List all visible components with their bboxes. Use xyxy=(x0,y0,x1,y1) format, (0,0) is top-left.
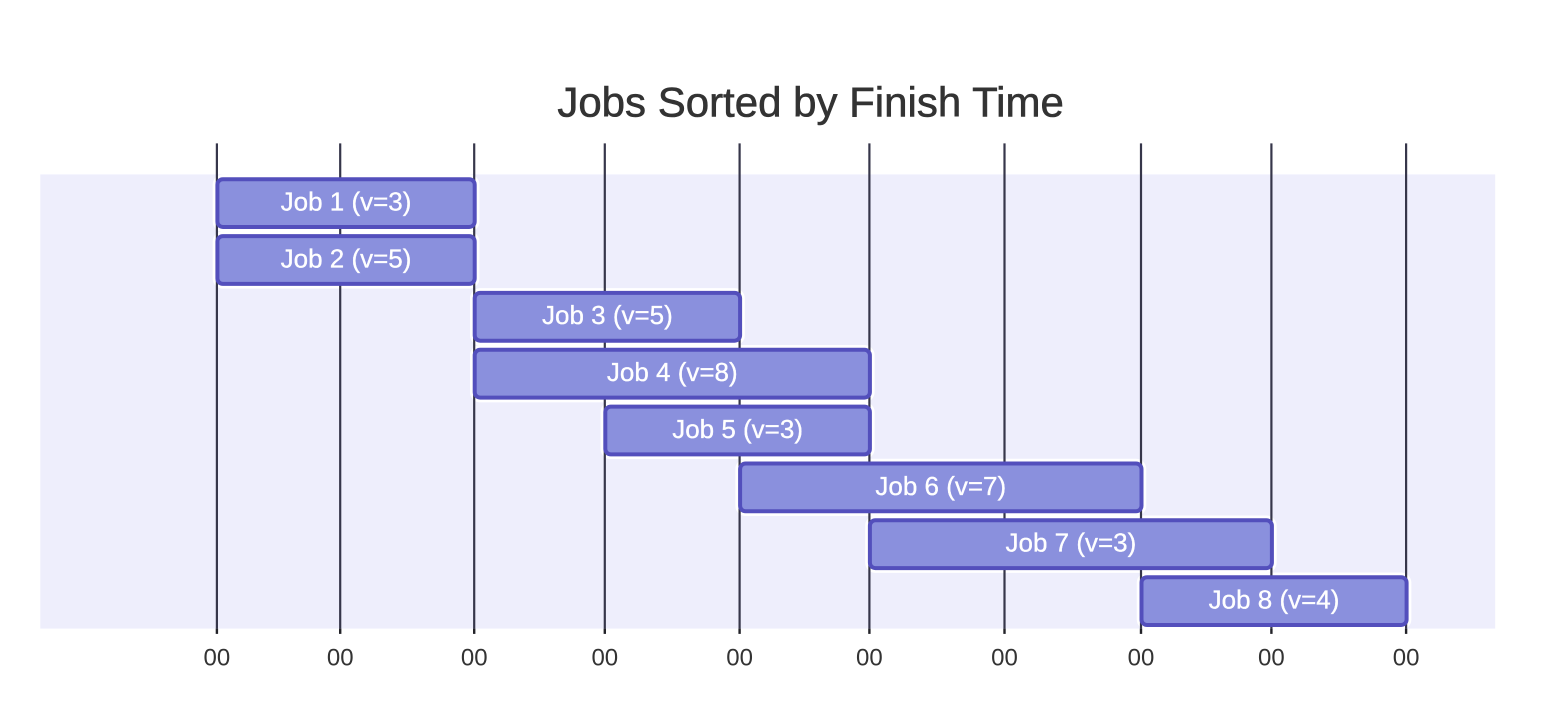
svg-text:00: 00 xyxy=(1258,645,1285,672)
svg-text:Job 3 (v=5): Job 3 (v=5) xyxy=(542,300,673,330)
svg-text:00: 00 xyxy=(856,645,883,672)
svg-text:00: 00 xyxy=(991,645,1018,672)
svg-text:00: 00 xyxy=(1128,645,1155,672)
svg-text:Job 2 (v=5): Job 2 (v=5) xyxy=(281,243,412,273)
svg-text:Job 4 (v=8): Job 4 (v=8) xyxy=(607,357,738,387)
svg-text:Job 5 (v=3): Job 5 (v=3) xyxy=(672,414,803,444)
svg-text:00: 00 xyxy=(204,645,231,672)
svg-text:00: 00 xyxy=(461,645,488,672)
svg-text:00: 00 xyxy=(726,645,753,672)
svg-text:Jobs Sorted by Finish Time: Jobs Sorted by Finish Time xyxy=(557,78,1064,125)
svg-text:Job 7 (v=3): Job 7 (v=3) xyxy=(1006,528,1137,558)
svg-text:Job 6 (v=7): Job 6 (v=7) xyxy=(875,471,1006,501)
svg-text:Job 8 (v=4): Job 8 (v=4) xyxy=(1209,585,1340,615)
svg-text:00: 00 xyxy=(1393,645,1420,672)
svg-text:Job 1 (v=3): Job 1 (v=3) xyxy=(281,187,412,217)
svg-text:00: 00 xyxy=(591,645,618,672)
svg-text:00: 00 xyxy=(327,645,354,672)
